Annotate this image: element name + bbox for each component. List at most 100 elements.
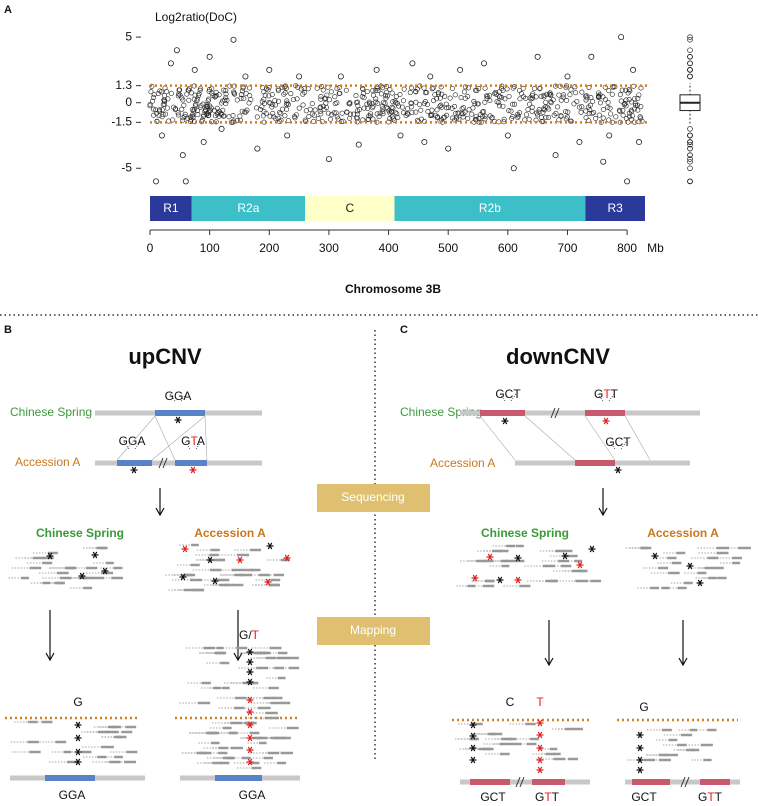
cloud-point [175, 112, 181, 118]
cloud-point [623, 97, 629, 103]
asterisk [636, 756, 644, 764]
cloud-point [212, 94, 218, 100]
cloud-point [296, 105, 302, 111]
codon: GTT [594, 387, 619, 401]
cloud-point [558, 113, 564, 119]
asterisk [514, 554, 522, 562]
line [158, 457, 164, 469]
cloud-point [434, 96, 440, 102]
cloud-point [327, 116, 333, 122]
cloud-point [231, 89, 237, 95]
asterisk-stroke [247, 758, 253, 766]
cloud-point [626, 97, 632, 103]
snp: G [639, 700, 648, 714]
base: G [535, 790, 544, 804]
gene-segment [470, 779, 510, 785]
cloud-point [449, 105, 455, 111]
cloud-point [365, 117, 371, 123]
cloud-point [499, 95, 505, 101]
base: G [698, 790, 707, 804]
cloud-point [213, 93, 219, 99]
cloud-point [373, 96, 379, 102]
asterisk [486, 553, 494, 561]
x-tick-label: 100 [200, 241, 220, 255]
data-point [636, 139, 643, 146]
asterisk-stroke [190, 466, 196, 474]
cloud-point [583, 108, 589, 114]
box-outlier [687, 73, 693, 80]
cloud-point [537, 86, 543, 92]
cloud-point [459, 106, 465, 112]
cloud-point [270, 102, 276, 108]
cloud-point [219, 100, 225, 106]
line [204, 415, 208, 461]
asterisk [246, 721, 254, 729]
cloud-point [377, 110, 383, 116]
asterisk-stroke [603, 417, 609, 425]
cloud-point [218, 112, 224, 118]
step-box [317, 617, 430, 645]
cloud-point [291, 114, 297, 120]
asterisk-stroke [537, 766, 543, 774]
cloud-point [535, 112, 541, 118]
cloud-point [189, 107, 195, 113]
y-tick-label: -5 [121, 160, 132, 174]
cloud-point [370, 92, 376, 98]
data-point [200, 139, 207, 146]
asterisk [561, 552, 569, 560]
cloud-point [509, 115, 515, 121]
cloud-point [175, 110, 181, 116]
cloud-point [267, 113, 273, 119]
cloud-point [206, 96, 212, 102]
cloud-point [541, 106, 547, 112]
cloud-point [336, 90, 342, 96]
cloud-point [556, 92, 562, 98]
genome-label: Accession A [430, 456, 495, 470]
asterisk [501, 417, 509, 425]
cloud-point [476, 86, 482, 92]
cloud-point [413, 109, 419, 115]
y-tick-label: 0 [125, 95, 132, 109]
cloud-point [547, 90, 553, 96]
asterisk-stroke [247, 668, 253, 676]
cloud-point [579, 89, 585, 95]
cloud-point [270, 110, 276, 116]
cloud-point [393, 94, 399, 100]
box-outlier [687, 36, 693, 43]
asterisk-stroke [237, 556, 243, 564]
cloud-point [527, 101, 533, 107]
cloud-point [221, 87, 227, 93]
cloud-point [609, 91, 615, 97]
cloud-point [482, 113, 488, 119]
codon: GGA [239, 788, 266, 802]
cloud-point [578, 109, 584, 115]
cloud-point [179, 106, 185, 112]
cloud-point [546, 91, 552, 97]
data-point [564, 73, 571, 80]
cloud-point [294, 96, 300, 102]
data-point [624, 178, 631, 185]
region-label: R3 [608, 201, 624, 215]
cloud-point [525, 106, 531, 112]
cloud-point [418, 116, 424, 122]
asterisk-stroke [497, 576, 503, 584]
cloud-point [320, 103, 326, 109]
reads-label: Accession A [194, 526, 266, 540]
cloud-point [234, 118, 240, 124]
cloud-point [378, 91, 384, 97]
cloud-point [186, 97, 192, 103]
gene-segment [175, 460, 207, 466]
box-outlier [687, 141, 693, 148]
asterisk-stroke [470, 732, 476, 740]
cloud-point [598, 119, 604, 125]
cloud-point [275, 86, 281, 92]
cloud-point [293, 112, 299, 118]
cloud-point [338, 119, 344, 125]
codon: GCT [605, 435, 631, 449]
cloud-point [366, 101, 372, 107]
cloud-point [482, 99, 488, 105]
cloud-point [194, 96, 200, 102]
cloud-point [529, 108, 535, 114]
asterisk [91, 551, 99, 559]
cloud-point [173, 106, 179, 112]
